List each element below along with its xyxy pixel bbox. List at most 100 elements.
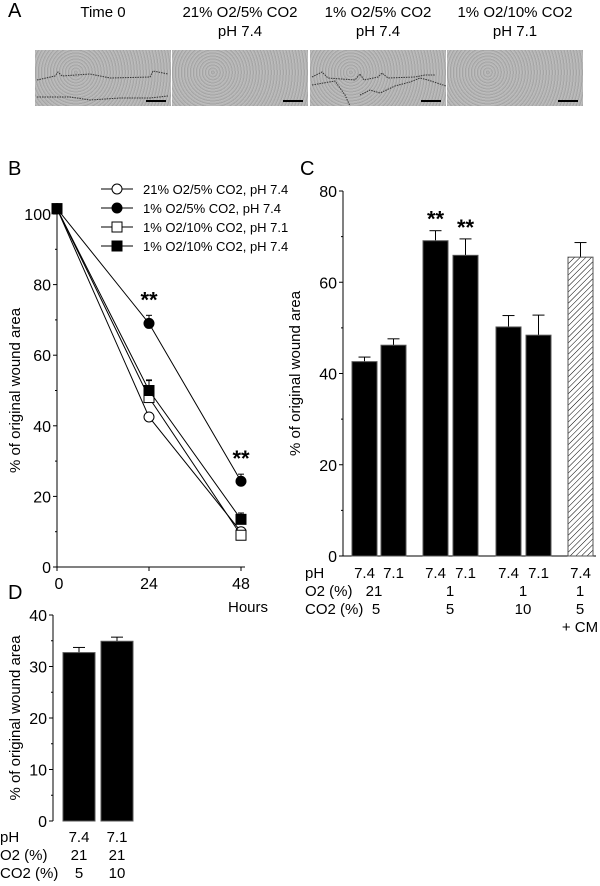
panel-label-d: D xyxy=(8,582,23,604)
x-tick-label: 0 xyxy=(55,576,64,593)
co2-value: 5 xyxy=(576,601,584,618)
bar xyxy=(100,640,134,822)
y-tick-label: 20 xyxy=(33,489,51,506)
row-label: O2 (%) xyxy=(0,847,48,864)
y-tick-label: 10 xyxy=(29,763,47,780)
panel-label-b: B xyxy=(8,158,22,180)
series-line xyxy=(56,208,242,536)
y-tick-label: 0 xyxy=(42,560,51,577)
wound-edge-line xyxy=(37,95,169,101)
row-label: pH xyxy=(0,829,19,846)
y-tick-label: 40 xyxy=(29,608,47,625)
series-2: 1% O2/10% CO2, pH 7.1 xyxy=(51,203,288,541)
data-point xyxy=(143,385,155,396)
chart-c: 0 20 40 60 80 % of original wound area 7.4 7.1 *… xyxy=(287,184,598,636)
o2-value: 21 xyxy=(109,847,126,864)
ph-value: 7.1 xyxy=(107,829,128,846)
title-line: pH 7.1 xyxy=(492,23,538,40)
y-tick-label: 100 xyxy=(24,207,51,224)
ph-value: 7.4 xyxy=(425,565,446,582)
legend-label: 1% O2/10% CO2, pH 7.4 xyxy=(143,239,288,254)
co2-value: 10 xyxy=(515,601,532,618)
o2-value: 1 xyxy=(576,583,584,600)
legend-marker xyxy=(111,240,123,252)
significance-marker: ** xyxy=(140,287,158,312)
wound-edge-line xyxy=(311,71,435,81)
data-point xyxy=(235,475,247,487)
y-tick-label: 40 xyxy=(319,367,337,384)
legend-marker xyxy=(111,202,123,214)
legend-label: 1% O2/5% CO2, pH 7.4 xyxy=(143,201,281,216)
bar xyxy=(380,344,407,557)
co2-value: 5 xyxy=(446,601,454,618)
panel-a-title-3: 1% O2/5% CO2 pH 7.4 xyxy=(310,3,446,41)
bar xyxy=(62,652,96,822)
title-line: pH 7.4 xyxy=(355,23,401,40)
bar xyxy=(495,326,522,557)
micrograph-1o2-5co2 xyxy=(310,50,446,106)
y-axis-label: % of original wound area xyxy=(287,290,304,456)
significance-marker: ** xyxy=(232,446,250,471)
data-point xyxy=(143,411,155,423)
row-label: CO2 (%) xyxy=(0,865,58,882)
y-axis-label: % of original wound area xyxy=(7,635,24,801)
y-tick-label: 60 xyxy=(319,275,337,292)
y-tick-label: 40 xyxy=(33,419,51,436)
row-label: CO2 (%) xyxy=(305,601,363,618)
ph-value: 7.1 xyxy=(455,565,476,582)
y-tick-label: 60 xyxy=(33,348,51,365)
bar xyxy=(422,240,449,557)
y-tick-label: 80 xyxy=(319,184,337,201)
panel-a-title-4: 1% O2/10% CO2 pH 7.1 xyxy=(447,3,583,41)
co2-value: 5 xyxy=(372,601,380,618)
ph-value: 7.1 xyxy=(383,565,404,582)
ph-value: 7.4 xyxy=(570,565,591,582)
panel-a-title-2: 21% O2/5% CO2 pH 7.4 xyxy=(172,3,308,41)
wound-edges xyxy=(36,70,447,107)
panel-label-c: C xyxy=(300,158,315,180)
significance-marker: ** xyxy=(427,207,445,232)
title-line: pH 7.4 xyxy=(217,23,263,40)
legend-marker xyxy=(111,183,123,195)
y-tick-label: 30 xyxy=(29,660,47,677)
data-point xyxy=(235,513,247,525)
x-tick-label: 48 xyxy=(232,576,250,593)
x-axis-label: Hours xyxy=(228,599,268,616)
x-tick-label: 24 xyxy=(140,576,158,593)
bar xyxy=(567,256,594,557)
title-line: 1% O2/5% CO2 xyxy=(324,4,432,21)
data-point xyxy=(51,203,63,215)
chart-b: 0 20 40 60 80 100 % of original wound area 0 24 4… xyxy=(7,182,288,616)
ph-value: 7.4 xyxy=(498,565,519,582)
legend-label: 21% O2/5% CO2, pH 7.4 xyxy=(143,182,288,197)
series-0: 21% O2/5% CO2, pH 7.4 xyxy=(51,182,288,538)
series-line xyxy=(56,208,242,533)
y-tick-label: 80 xyxy=(33,278,51,295)
data-point xyxy=(235,529,247,541)
series-line xyxy=(56,208,242,520)
y-tick-label: 0 xyxy=(38,814,47,831)
title-line: 21% O2/5% CO2 xyxy=(182,4,298,21)
y-tick-label: 20 xyxy=(29,711,47,728)
panel-a-title-1: Time 0 xyxy=(35,3,171,22)
title-line: Time 0 xyxy=(80,4,126,21)
y-axis-label: % of original wound area xyxy=(7,307,24,473)
treatment-label: + CM xyxy=(562,619,598,636)
row-label: O2 (%) xyxy=(305,583,353,600)
co2-value: 5 xyxy=(75,865,83,882)
y-tick-label: 20 xyxy=(319,458,337,475)
wound-edge-line xyxy=(311,77,447,107)
ph-value: 7.4 xyxy=(354,565,375,582)
co2-value: 10 xyxy=(109,865,126,882)
bar xyxy=(525,334,552,557)
o2-value: 21 xyxy=(71,847,88,864)
bar xyxy=(351,361,378,557)
legend-marker xyxy=(111,221,123,233)
wound-edge-line xyxy=(36,70,169,81)
significance-marker: ** xyxy=(457,215,475,240)
o2-value: 21 xyxy=(366,583,383,600)
bar xyxy=(452,254,479,557)
